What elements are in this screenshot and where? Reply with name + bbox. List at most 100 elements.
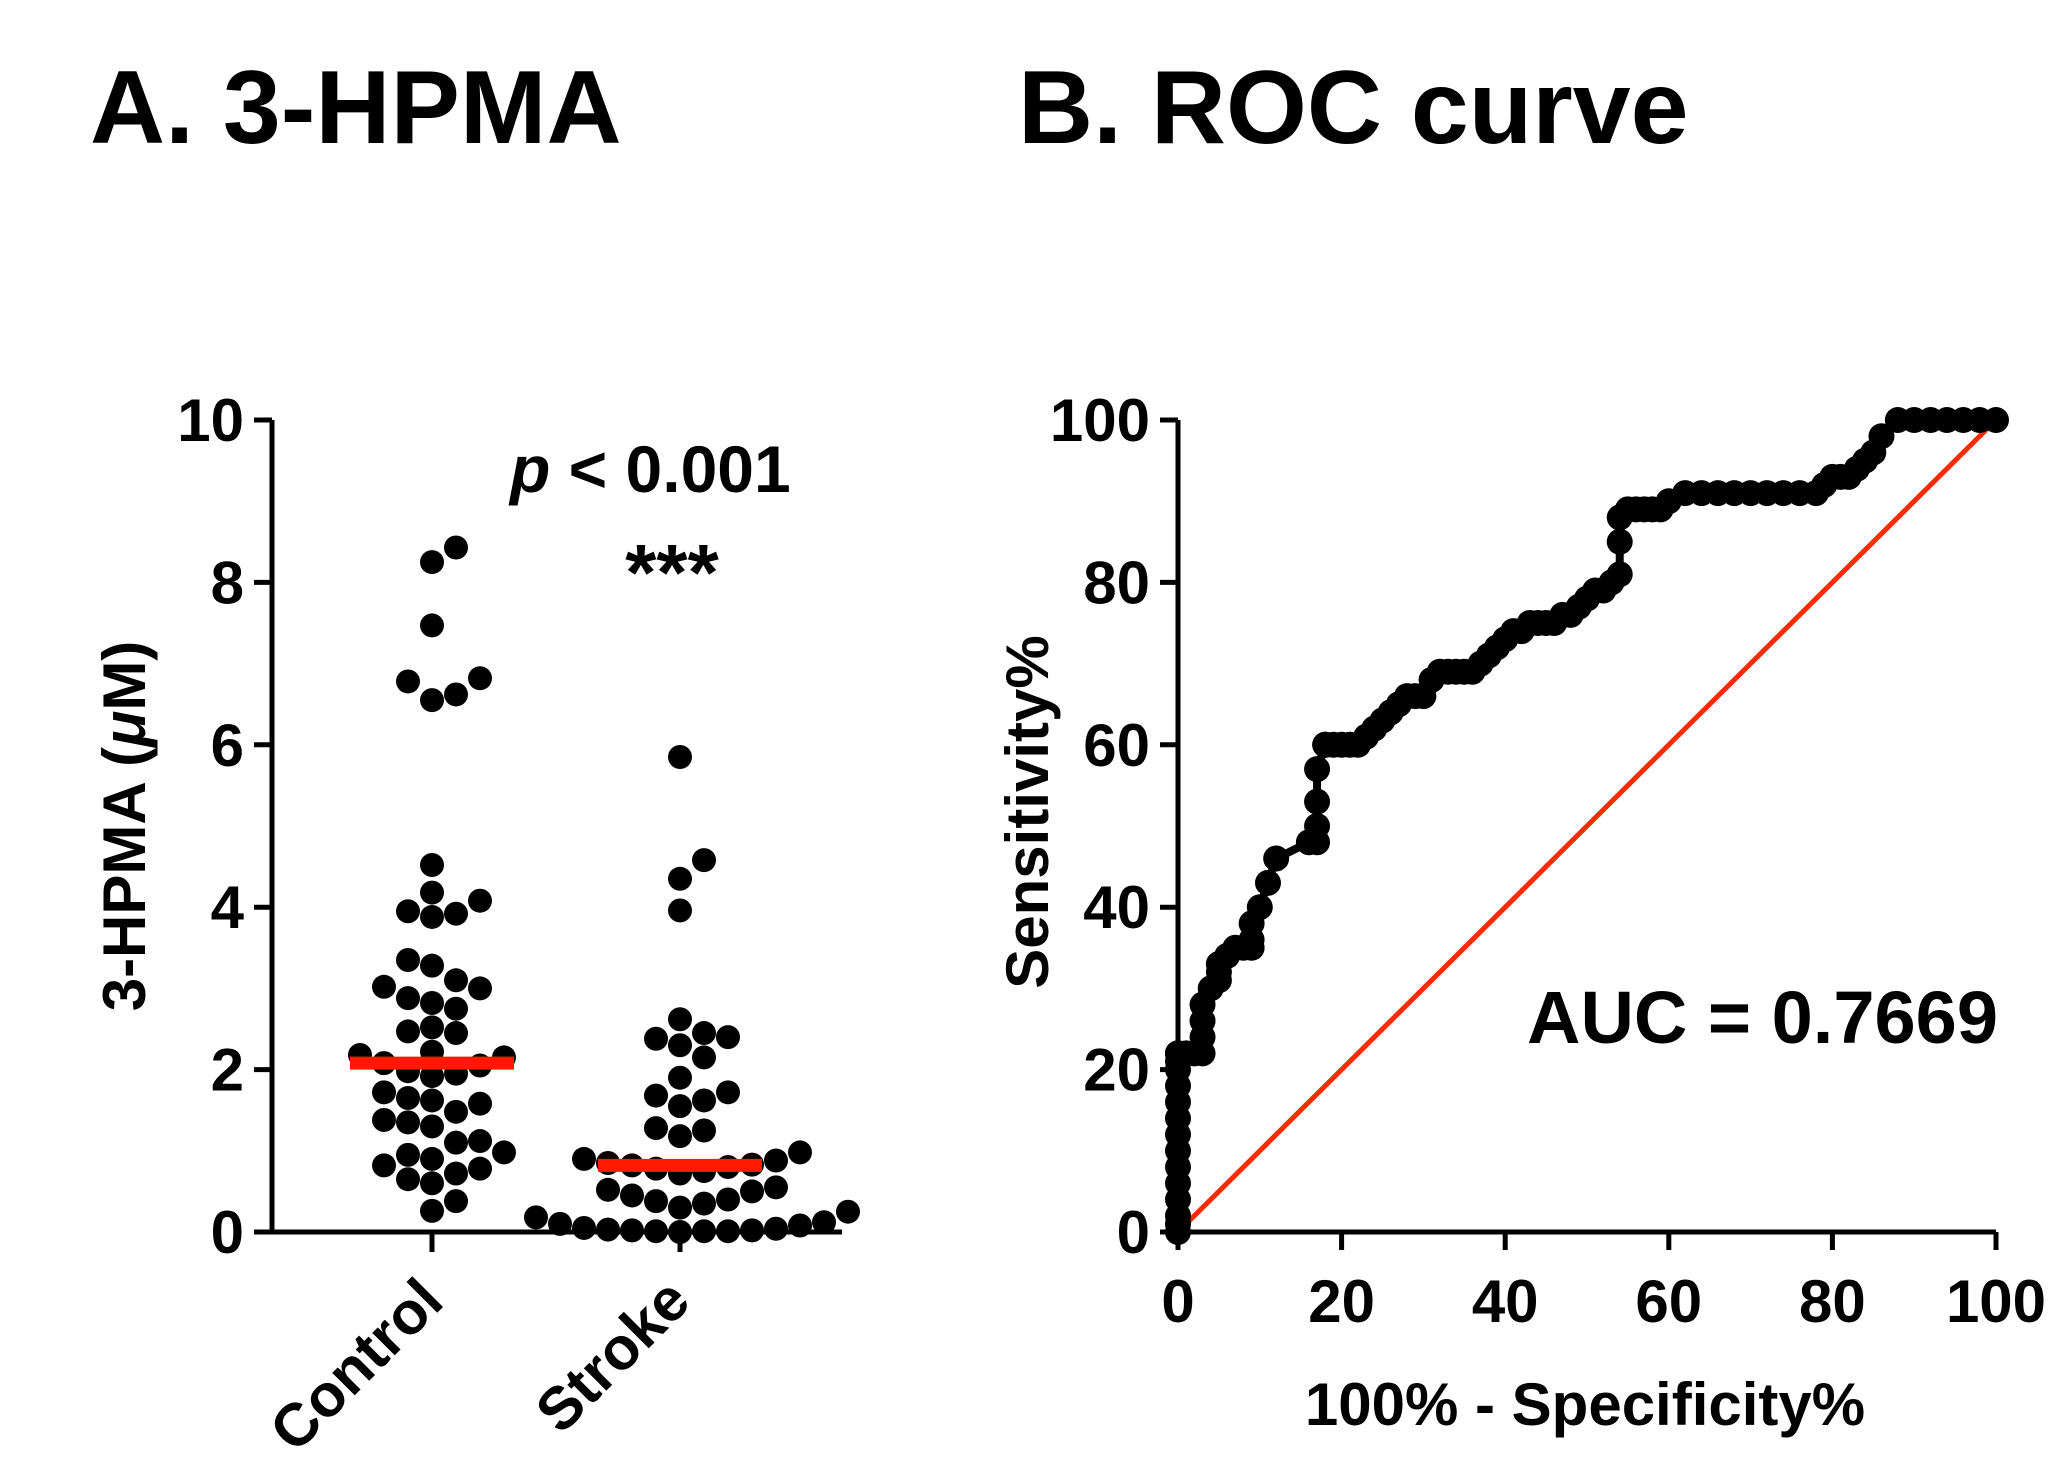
y-tick-label: 0 bbox=[1117, 1199, 1150, 1266]
data-point-stroke bbox=[644, 1026, 668, 1051]
data-point-stroke bbox=[668, 1065, 692, 1090]
data-point-control bbox=[396, 899, 420, 924]
data-point-control bbox=[420, 880, 444, 905]
x-tick-label: 40 bbox=[1472, 1268, 1539, 1335]
data-point-control bbox=[468, 1156, 492, 1181]
y-tick-label: 6 bbox=[211, 712, 244, 779]
data-point-stroke bbox=[716, 1080, 740, 1105]
data-point-control bbox=[396, 1142, 420, 1167]
data-point-control bbox=[420, 550, 444, 575]
data-point-control bbox=[420, 953, 444, 978]
data-point-stroke bbox=[572, 1146, 596, 1171]
data-point-stroke bbox=[548, 1211, 572, 1236]
data-point-stroke bbox=[572, 1215, 596, 1240]
data-point-stroke bbox=[644, 1083, 668, 1108]
significance-stars: *** bbox=[625, 528, 719, 617]
data-point-stroke bbox=[620, 1183, 644, 1208]
roc-point bbox=[1606, 528, 1633, 555]
data-point-stroke bbox=[668, 1195, 692, 1220]
data-point-control bbox=[372, 974, 396, 999]
data-point-control bbox=[396, 669, 420, 694]
data-point-stroke bbox=[788, 1140, 812, 1165]
data-point-control bbox=[468, 1129, 492, 1154]
data-point-control bbox=[396, 1110, 420, 1135]
data-point-control bbox=[444, 1161, 468, 1186]
x-tick-label: 60 bbox=[1635, 1268, 1702, 1335]
x-tick-label: 100 bbox=[1946, 1268, 2046, 1335]
panel-b-x-axis-title: 100% - Specificity% bbox=[1305, 1371, 1865, 1438]
data-point-stroke bbox=[788, 1213, 812, 1238]
data-point-control bbox=[396, 1019, 420, 1044]
y-tick-label: 100 bbox=[1050, 387, 1150, 454]
data-point-stroke bbox=[668, 1033, 692, 1058]
data-point-stroke bbox=[596, 1217, 620, 1242]
data-point-control bbox=[420, 688, 444, 713]
panel-b-roc-curve: 0 20 40 60 80 100 0 20 40 60 80 100 Sensitivity% 1… bbox=[994, 387, 2046, 1438]
y-tick-label: 8 bbox=[211, 549, 244, 616]
data-point-stroke bbox=[692, 1021, 716, 1046]
data-point-control bbox=[396, 1167, 420, 1192]
data-point-stroke bbox=[668, 898, 692, 923]
category-label-stroke: Stroke bbox=[523, 1266, 702, 1445]
y-tick-label: 0 bbox=[211, 1199, 244, 1266]
roc-point bbox=[1304, 756, 1331, 783]
data-point-stroke bbox=[692, 1088, 716, 1113]
reference-diagonal-line bbox=[1176, 418, 1998, 1234]
data-point-stroke bbox=[668, 1220, 692, 1244]
auc-annotation: AUC = 0.7669 bbox=[1527, 976, 1998, 1059]
roc-point bbox=[1254, 869, 1281, 896]
data-point-control bbox=[420, 1146, 444, 1171]
data-point-stroke bbox=[740, 1179, 764, 1204]
data-point-stroke bbox=[692, 1118, 716, 1143]
data-point-stroke bbox=[644, 1116, 668, 1141]
data-point-stroke bbox=[524, 1205, 548, 1230]
data-point-control bbox=[420, 1114, 444, 1139]
data-point-control bbox=[372, 1153, 396, 1178]
data-point-control bbox=[444, 1189, 468, 1214]
data-point-control bbox=[444, 1130, 468, 1155]
roc-point bbox=[1304, 813, 1331, 839]
y-tick-label: 60 bbox=[1083, 712, 1150, 779]
data-point-stroke bbox=[764, 1216, 788, 1241]
y-tick-label: 80 bbox=[1083, 549, 1150, 616]
data-point-stroke bbox=[692, 1191, 716, 1216]
data-point-control bbox=[468, 666, 492, 691]
roc-point bbox=[1983, 407, 2009, 433]
data-point-control bbox=[444, 968, 468, 993]
panel-b-y-axis-title: Sensitivity% bbox=[994, 635, 1061, 988]
data-point-control bbox=[396, 986, 420, 1011]
data-point-control bbox=[420, 1171, 444, 1196]
data-point-stroke bbox=[716, 1187, 740, 1212]
data-point-stroke bbox=[620, 1218, 644, 1243]
y-tick-label: 10 bbox=[177, 387, 244, 454]
roc-point bbox=[1606, 561, 1633, 588]
p-value-annotation: p < 0.001 bbox=[508, 432, 791, 506]
y-tick-label: 40 bbox=[1083, 874, 1150, 941]
data-point-control bbox=[420, 1064, 444, 1089]
data-point-control bbox=[396, 947, 420, 972]
data-point-control bbox=[372, 1080, 396, 1105]
roc-point bbox=[1304, 788, 1331, 815]
data-point-stroke bbox=[764, 1148, 788, 1173]
data-point-stroke bbox=[692, 1219, 716, 1244]
data-point-control bbox=[444, 535, 468, 560]
data-point-stroke bbox=[668, 866, 692, 891]
data-point-stroke bbox=[668, 744, 692, 769]
data-point-control bbox=[444, 682, 468, 707]
data-point-stroke bbox=[740, 1218, 764, 1243]
y-tick-label: 4 bbox=[211, 874, 245, 941]
data-point-control bbox=[492, 1140, 516, 1165]
data-point-control bbox=[396, 1086, 420, 1111]
panel-a-y-axis-title: 3-HPMA (μM) bbox=[91, 641, 158, 1012]
data-point-control bbox=[444, 1099, 468, 1124]
data-point-stroke bbox=[596, 1177, 620, 1202]
data-point-stroke bbox=[692, 848, 716, 873]
x-tick-label: 0 bbox=[1161, 1268, 1194, 1335]
x-tick-label: 20 bbox=[1308, 1268, 1375, 1335]
data-point-control bbox=[468, 1091, 492, 1116]
data-point-stroke bbox=[692, 1045, 716, 1070]
roc-point bbox=[1246, 894, 1273, 921]
data-point-control bbox=[420, 1015, 444, 1040]
data-point-control bbox=[468, 888, 492, 913]
